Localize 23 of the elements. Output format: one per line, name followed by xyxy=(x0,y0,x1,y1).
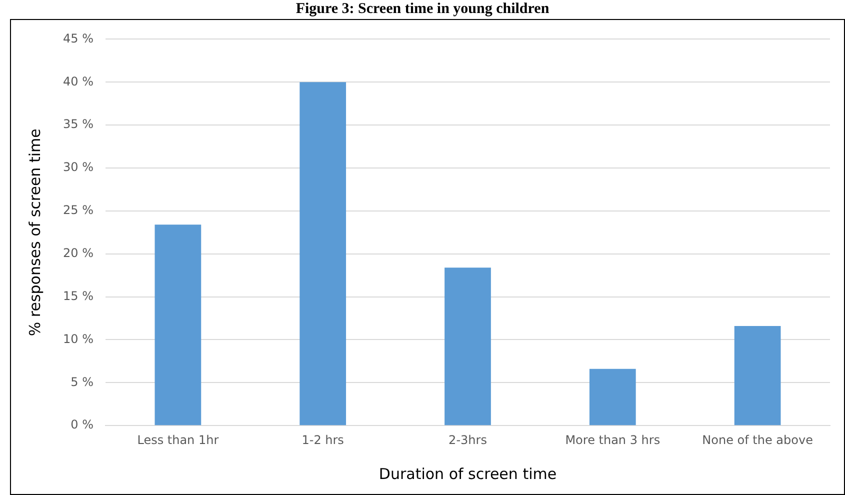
y-axis-title: % responses of screen time xyxy=(26,128,44,336)
x-tick-label: More than 3 hrs xyxy=(565,432,660,447)
y-tick-label: 5 % xyxy=(70,374,94,389)
y-tick-label: 25 % xyxy=(62,203,94,218)
chart-title: Figure 3: Screen time in young children xyxy=(294,0,550,18)
bar xyxy=(589,368,636,426)
y-tick-label: 40 % xyxy=(62,74,94,88)
bar xyxy=(734,326,781,426)
x-tick-label: None of the above xyxy=(702,432,813,447)
y-tick-label: 45 % xyxy=(62,31,94,46)
y-tick-label: 30 % xyxy=(62,160,94,174)
x-tick-label: Less than 1hr xyxy=(137,432,219,447)
y-tick-label: 20 % xyxy=(62,246,94,260)
y-tick-label: 35 % xyxy=(62,117,94,132)
bar xyxy=(300,82,346,426)
bar xyxy=(444,268,491,426)
bar xyxy=(154,224,202,426)
x-tick-label: 2-3hrs xyxy=(448,432,487,447)
y-tick-label: 10 % xyxy=(62,332,94,346)
x-axis-title: Duration of screen time xyxy=(378,464,557,483)
y-tick-label: 0 % xyxy=(70,418,94,432)
x-tick-label: 1-2 hrs xyxy=(302,432,344,447)
y-tick-label: 15 % xyxy=(62,288,94,303)
